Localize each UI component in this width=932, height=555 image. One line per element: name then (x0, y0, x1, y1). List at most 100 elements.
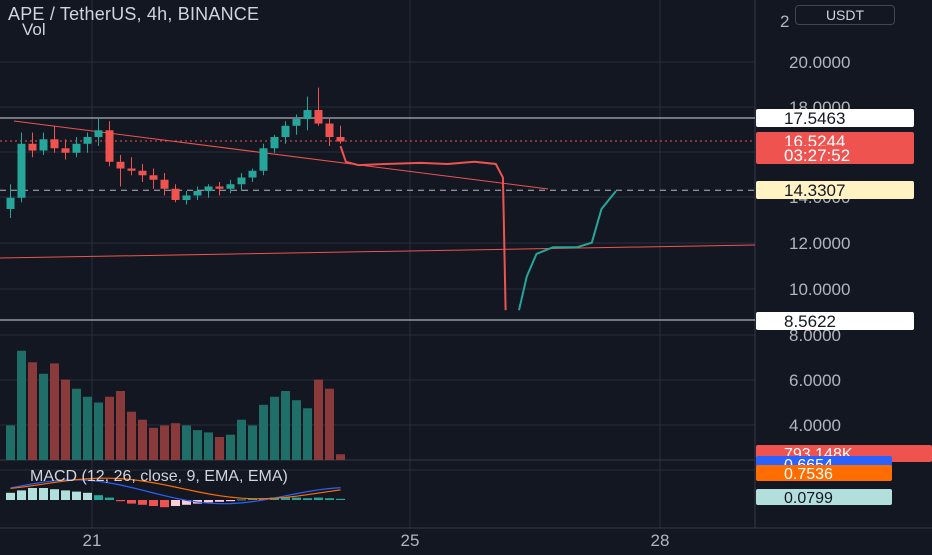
candle-body (226, 184, 235, 189)
macd-histogram-bar (149, 500, 158, 506)
volume-bar (83, 396, 92, 460)
macd-histogram-bar (303, 498, 312, 500)
candle-body (116, 161, 125, 169)
macd-line (10, 479, 341, 505)
macd-histogram-bar (336, 498, 345, 500)
candle-body (127, 168, 136, 171)
price-label-bg (756, 146, 914, 164)
candle-body (281, 125, 290, 138)
volume-label: Vol (22, 20, 46, 39)
candle-body (237, 177, 246, 185)
macd-histogram-bar (281, 497, 290, 500)
candle-body (259, 148, 268, 171)
macd-histogram-bar (127, 500, 136, 504)
candle-body (314, 110, 323, 124)
volume-bar (259, 404, 268, 460)
candle-body (193, 190, 202, 196)
price-label-bg (756, 132, 914, 150)
volume-bar (226, 434, 235, 460)
candle-body (204, 186, 213, 191)
price-label: 17.5463 (784, 109, 845, 128)
macd-series-label-bg (756, 489, 892, 505)
candle-body (303, 110, 312, 120)
candle-body (182, 195, 191, 200)
macd-histogram-bar (138, 500, 147, 505)
price-label: 8.5622 (784, 312, 836, 331)
macd-histogram-bar (204, 500, 213, 503)
macd-histogram-bar (17, 490, 26, 500)
macd-histogram-bar (215, 500, 224, 502)
volume-bar (138, 419, 147, 460)
volume-bar (160, 425, 169, 460)
candle-body (336, 137, 345, 142)
volume-bar (204, 432, 213, 460)
volume-bar (61, 379, 70, 460)
candle-body (83, 137, 92, 144)
chart-title: APE / TetherUS, 4h, BINANCE (8, 4, 260, 24)
candle-body (72, 143, 81, 153)
macd-series-label: 0.0799 (784, 490, 833, 507)
candle-body (105, 130, 114, 162)
candle-body (171, 188, 180, 200)
candle-body (39, 139, 48, 151)
macd-title: MACD (12, 26, close, 9, EMA, EMA) (30, 468, 288, 485)
volume-bar (105, 396, 114, 460)
macd-histogram-bar (39, 488, 48, 500)
macd-histogram-bar (6, 492, 15, 500)
macd-histogram-bar (94, 495, 103, 500)
macd-histogram-bar (105, 497, 114, 500)
price-tick-label: 8.0000 (789, 326, 841, 345)
macd-histogram-bar (50, 489, 59, 500)
price-label-bg (756, 312, 914, 330)
projection-path-up (518, 190, 617, 311)
price-label-bg (756, 109, 914, 127)
macd-histogram-bar (314, 497, 323, 500)
candle-body (160, 179, 169, 189)
trend-line-support (0, 244, 756, 259)
volume-bar (336, 454, 345, 460)
candle-body (6, 197, 15, 209)
candle-body (292, 119, 301, 126)
time-tick-label: 25 (401, 531, 420, 550)
projection-path-down (339, 145, 507, 311)
macd-histogram-bar (72, 491, 81, 500)
macd-histogram-bar (237, 499, 246, 501)
macd-series-label: 0.7536 (784, 466, 833, 483)
signal-line (10, 477, 341, 500)
volume-bar (116, 391, 125, 460)
macd-histogram-bar (83, 492, 92, 500)
candle-body (94, 130, 103, 138)
macd-histogram-bar (292, 497, 301, 500)
macd-histogram-bar (248, 498, 257, 500)
volume-bar (325, 388, 334, 460)
candle-body (50, 139, 59, 149)
time-tick-label: 28 (651, 531, 670, 550)
volume-bar (314, 379, 323, 460)
volume-bar (149, 427, 158, 460)
macd-series-label-bg (756, 465, 892, 481)
candle-body (215, 186, 224, 189)
currency-button[interactable]: USDT (795, 5, 895, 25)
candle-body (17, 143, 26, 198)
volume-bar (28, 362, 37, 460)
candle-body (270, 137, 279, 149)
price-tick-label: 4.0000 (789, 416, 841, 435)
volume-bar (237, 419, 246, 460)
macd-histogram-bar (160, 500, 169, 508)
macd-histogram-bar (171, 500, 180, 506)
candle-body (325, 123, 334, 138)
macd-histogram-bar (325, 498, 334, 500)
volume-bar (270, 396, 279, 460)
candle-body (28, 143, 37, 151)
macd-histogram-bar (182, 500, 191, 505)
price-tick-label: 20.0000 (789, 53, 850, 72)
candle-body (248, 170, 257, 178)
volume-bar (39, 373, 48, 460)
macd-histogram-bar (116, 500, 125, 502)
volume-bar (182, 425, 191, 460)
candle-body (138, 170, 147, 176)
macd-histogram-bar (61, 490, 70, 500)
price-tick-label: 12.0000 (789, 234, 850, 253)
